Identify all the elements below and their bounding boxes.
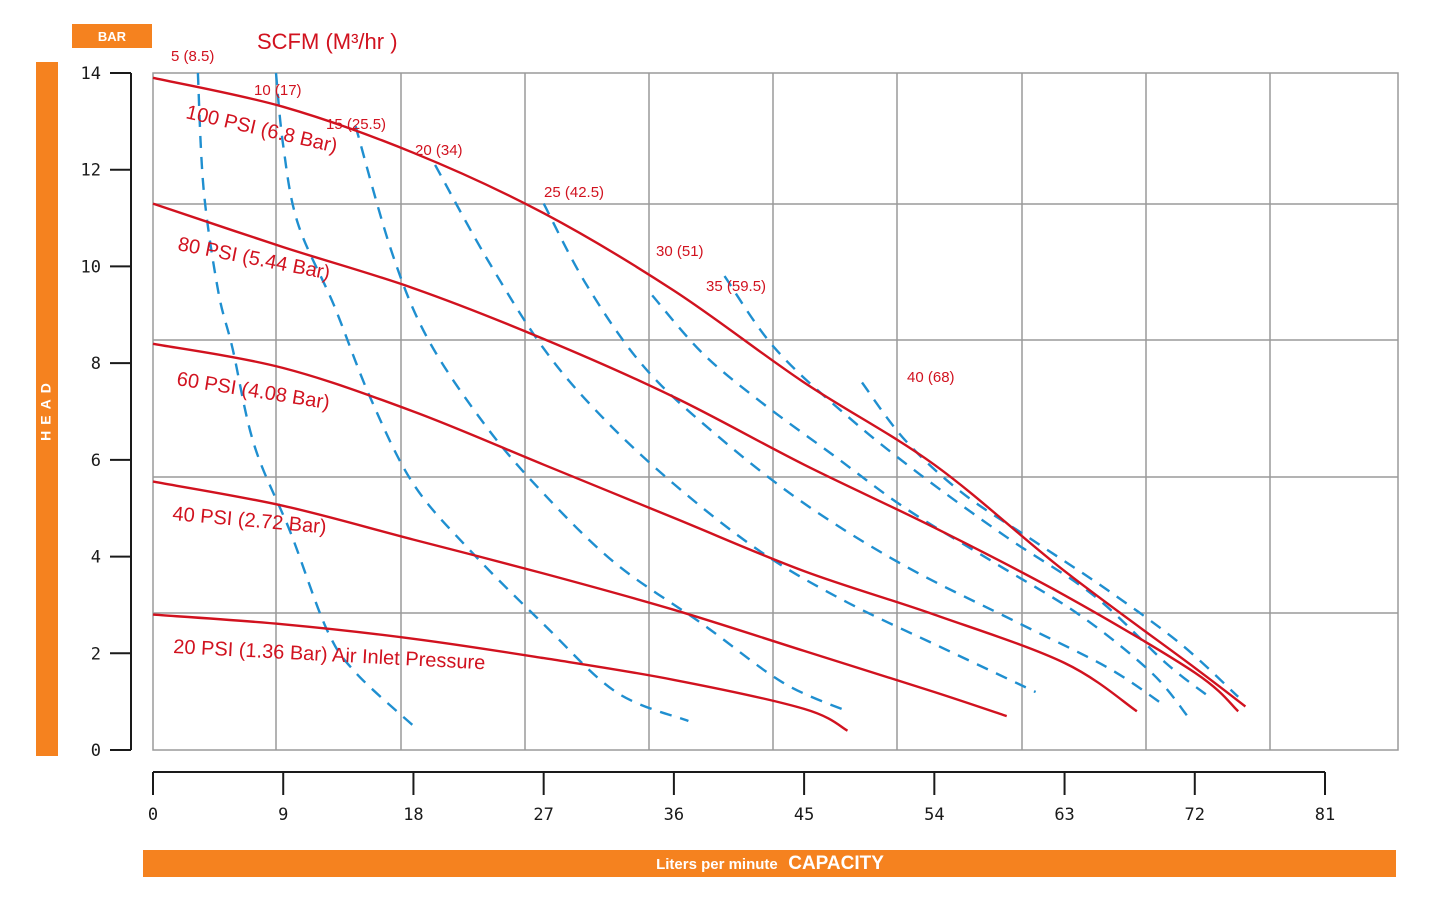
y-tick-label: 0 (91, 741, 101, 761)
curve-labels: 100 PSI (6.8 Bar)80 PSI (5.44 Bar)60 PSI… (171, 48, 955, 674)
air-curve-3 (354, 125, 848, 713)
y-tick-label: 4 (91, 548, 101, 568)
y-tick-label: 6 (91, 451, 101, 471)
pressure-curve-label: 40 PSI (2.72 Bar) (172, 503, 328, 538)
air-curve-6 (651, 294, 1189, 717)
pressure-curve-label: 100 PSI (6.8 Bar) (184, 101, 340, 157)
pressure-curve-5 (152, 613, 849, 732)
pressure-curve-label: 80 PSI (5.44 Bar) (176, 233, 332, 284)
pressure-curve-1 (152, 76, 1247, 708)
y-tick-label: 2 (91, 644, 101, 664)
chart-title: SCFM (M³/hr ) (257, 29, 398, 54)
x-tick-label: 36 (664, 805, 684, 825)
x-tick-label: 18 (403, 805, 423, 825)
air-curve-label: 5 (8.5) (171, 48, 214, 65)
air-curve-label: 35 (59.5) (706, 278, 766, 295)
x-tick-label: 81 (1315, 805, 1335, 825)
pressure-curves (152, 76, 1247, 732)
air-curve-label: 25 (42.5) (544, 184, 604, 201)
x-tick-label: 63 (1054, 805, 1074, 825)
air-curve-2 (274, 72, 689, 723)
axes: 0 2 4 6 8 10 12 14 0 9 18 27 36 45 54 63 72 81 (81, 64, 1336, 825)
air-curve-label: 10 (17) (254, 82, 302, 99)
y-tick-label: 12 (81, 161, 101, 181)
x-axis-title: Liters per minute CAPACITY (656, 853, 884, 874)
y-tick-label: 8 (91, 354, 101, 374)
air-curve-label: 15 (25.5) (326, 116, 386, 133)
pressure-curve-3 (152, 342, 1138, 713)
air-curve-7 (723, 275, 1210, 698)
y-tick-label: 14 (81, 64, 101, 84)
x-tick-label: 54 (924, 805, 944, 825)
air-curves (196, 72, 1240, 727)
y-axis-band (36, 62, 58, 756)
y-unit-label: BAR (98, 29, 127, 44)
y-unit-band (72, 24, 152, 48)
x-tick-label: 27 (533, 805, 553, 825)
x-tick-label: 72 (1185, 805, 1205, 825)
air-curve-label: 40 (68) (907, 369, 955, 386)
x-axis-title-main: CAPACITY (788, 853, 884, 874)
x-tick-label: 9 (278, 805, 288, 825)
air-curve-1 (196, 72, 415, 727)
air-curve-4 (434, 164, 1037, 694)
air-curve-label: 30 (51) (656, 243, 704, 260)
plot-border (152, 72, 1399, 751)
air-curve-label: 20 (34) (415, 142, 463, 159)
air-curve-5 (542, 203, 1167, 708)
y-tick-label: 10 (81, 257, 101, 277)
x-tick-label: 45 (794, 805, 814, 825)
pressure-curve-2 (152, 202, 1240, 713)
x-axis-title-prefix: Liters per minute (656, 856, 778, 873)
x-axis-band (143, 850, 1396, 877)
y-axis-title: HEAD (38, 377, 54, 441)
pressure-curve-4 (152, 480, 1008, 718)
air-curve-8 (861, 381, 1240, 698)
x-tick-label: 0 (148, 805, 158, 825)
